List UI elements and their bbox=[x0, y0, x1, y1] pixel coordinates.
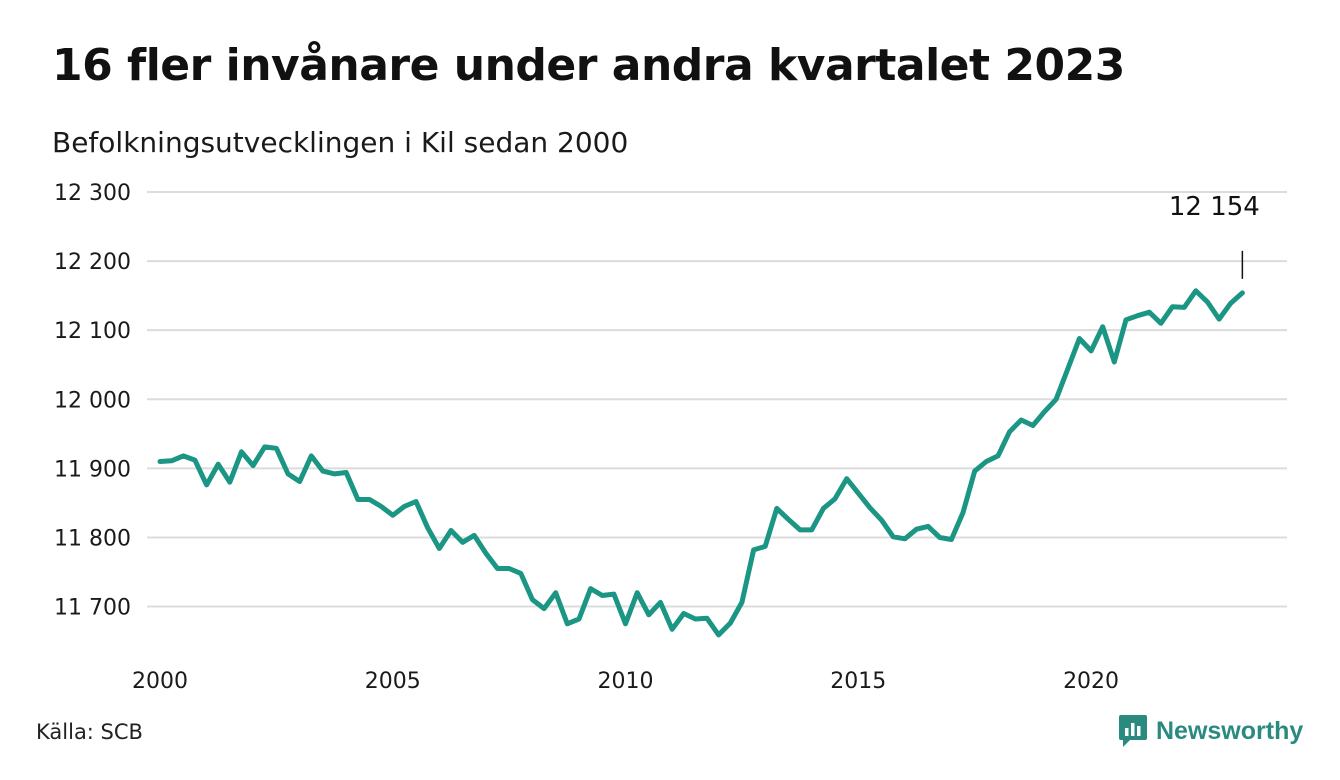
y-tick-label: 12 100 bbox=[54, 319, 131, 344]
y-tick-label: 12 200 bbox=[54, 250, 131, 275]
chart-subtitle: Befolkningsutvecklingen i Kil sedan 2000 bbox=[52, 126, 629, 159]
y-axis-tick-labels: 11 700 11 800 11 900 12 000 12 100 12 200 12 3… bbox=[54, 181, 131, 621]
y-tick-label: 11 800 bbox=[54, 526, 131, 551]
chart-title: 16 fler invånare under andra kvartalet 2… bbox=[52, 40, 1125, 91]
x-tick-label: 2015 bbox=[830, 669, 886, 694]
y-tick-label: 12 000 bbox=[54, 388, 131, 413]
source-note: Källa: SCB bbox=[36, 720, 143, 744]
gridlines bbox=[147, 191, 1287, 608]
x-tick-label: 2010 bbox=[598, 669, 654, 694]
x-tick-label: 2005 bbox=[365, 669, 421, 694]
newsworthy-logo-icon bbox=[1119, 715, 1147, 747]
y-tick-label: 11 700 bbox=[54, 596, 131, 621]
last-value-label: 12 154 bbox=[1169, 192, 1260, 222]
brand-name: Newsworthy bbox=[1156, 716, 1304, 745]
brand-logo: Newsworthy bbox=[1118, 714, 1303, 748]
x-axis-tick-labels: 2000 2005 2010 2015 2020 bbox=[132, 669, 1119, 694]
x-tick-label: 2000 bbox=[132, 669, 188, 694]
y-tick-label: 11 900 bbox=[54, 457, 131, 482]
population-series-line bbox=[157, 288, 1245, 638]
x-tick-label: 2020 bbox=[1063, 669, 1119, 694]
y-tick-label: 12 300 bbox=[54, 181, 131, 206]
